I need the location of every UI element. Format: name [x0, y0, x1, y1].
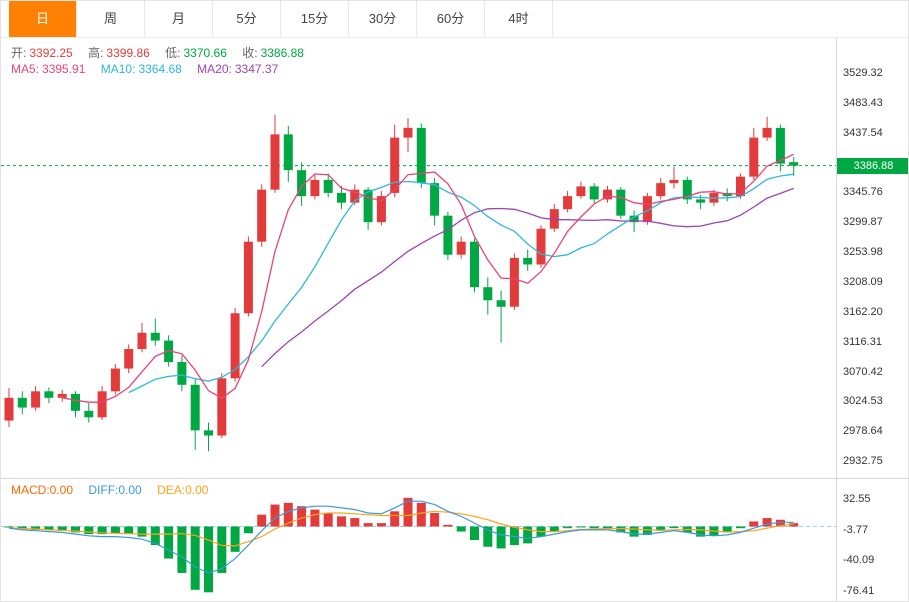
macd-axis-label: -76.41	[843, 584, 875, 597]
price-axis-label: 3345.76	[843, 186, 883, 199]
macd-axis-label: 32.55	[843, 493, 871, 506]
tab-day[interactable]: 日	[9, 1, 77, 37]
ma10-label: MA10:	[100, 62, 136, 76]
ma5-line	[62, 153, 794, 403]
low-label: 低:	[165, 46, 181, 60]
price-axis-label: 3299.87	[843, 216, 883, 229]
ma20-line	[261, 187, 794, 368]
macd-axis-label: -3.77	[843, 523, 869, 536]
low-value: 3370.66	[183, 46, 227, 60]
price-axis-label: 3253.98	[843, 246, 883, 259]
macd-label: MACD:	[11, 483, 50, 497]
price-axis-label: 3116.31	[843, 335, 882, 348]
price-axis-label: 3208.09	[843, 275, 883, 288]
ma5-value: 3395.91	[42, 62, 86, 76]
tab-4hour[interactable]: 4时	[485, 1, 553, 37]
ma-readout: MA5: 3395.91 MA10: 3364.68 MA20: 3347.37	[11, 62, 278, 76]
price-axis-label: 3437.54	[843, 126, 883, 139]
ma20-label: MA20:	[197, 62, 232, 76]
panel-divider	[1, 478, 908, 479]
price-axis-label: 2932.75	[843, 455, 883, 468]
price-axis-label: 3162.20	[843, 305, 883, 318]
macd-histogram	[4, 497, 799, 593]
high-value: 3399.86	[106, 46, 150, 60]
macd-value: 0.00	[49, 483, 74, 497]
price-axis-label: 3024.53	[843, 395, 883, 408]
ohlc-readout: 开: 3392.25 高: 3399.86 低: 3370.66 收: 3386.88	[11, 44, 304, 61]
high-label: 高:	[88, 46, 104, 60]
macd-readout: MACD:0.00 DIFF:0.00 DEA:0.00	[11, 483, 208, 497]
tab-month[interactable]: 月	[145, 1, 213, 37]
tab-15min[interactable]: 15分	[281, 1, 349, 37]
dea-line	[8, 510, 794, 547]
price-axis-label: 2978.64	[843, 425, 883, 438]
price-axis-label: 3483.43	[843, 96, 883, 109]
tab-5min[interactable]: 5分	[213, 1, 281, 37]
macd-axis-label: -40.09	[843, 554, 875, 567]
tab-30min[interactable]: 30分	[349, 1, 417, 37]
axis-divider	[836, 38, 837, 601]
candlestick-chart[interactable]	[1, 38, 836, 479]
close-label: 收:	[242, 46, 258, 60]
diff-value: 0.00	[118, 483, 142, 497]
macd-axis: 32.55 -3.77 -40.09 -76.41	[837, 479, 908, 601]
price-axis-label: 3070.42	[843, 365, 883, 378]
interval-tabbar: 日 周 月 5分 15分 30分 60分 4时	[1, 1, 908, 38]
tab-60min[interactable]: 60分	[417, 1, 485, 37]
ma10-value: 3364.68	[138, 62, 182, 76]
close-value: 3386.88	[260, 46, 304, 60]
price-axis: 3529.32 3483.43 3437.54 3345.76 3299.87 3253.…	[837, 38, 908, 479]
dea-label: DEA:	[157, 483, 186, 497]
current-price-badge: 3386.88	[837, 157, 908, 174]
macd-chart[interactable]	[1, 479, 836, 602]
ma20-value: 3347.37	[234, 62, 279, 76]
ma10-line	[128, 173, 794, 394]
price-axis-label: 3529.32	[843, 67, 883, 79]
open-label: 开:	[11, 46, 27, 60]
ma5-label: MA5:	[11, 62, 40, 76]
dea-value: 0.00	[185, 483, 209, 497]
open-value: 3392.25	[29, 46, 73, 60]
tab-week[interactable]: 周	[77, 1, 145, 37]
diff-line	[8, 500, 794, 574]
diff-label: DIFF:	[88, 483, 119, 497]
